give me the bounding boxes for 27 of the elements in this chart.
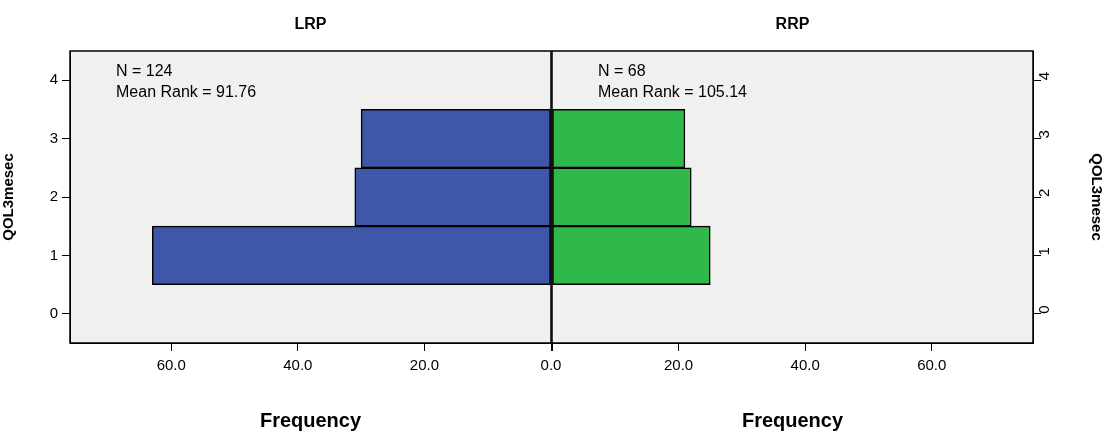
x-axis-title: Frequency [741,408,844,431]
y-tick-label: 3 [1035,130,1053,139]
x-tick-label: 20.0 [663,356,694,374]
annotation: Mean Rank = 105.14 [598,83,748,101]
y-axis-title: QOL3mesec [0,153,17,241]
y-tick-label: 0 [1035,305,1053,314]
y-tick-label: 1 [49,245,58,263]
annotation: N = 124 [116,62,173,80]
y-tick-label: 0 [49,303,58,321]
annotation: Mean Rank = 91.76 [116,83,257,101]
y-tick-label: 1 [1035,247,1053,256]
y-tick-label: 4 [49,70,58,88]
x-tick-label: 20.0 [409,356,440,374]
x-tick-label: 60.0 [917,356,947,374]
x-axis-title: Frequency [259,408,362,431]
y-tick-label: 3 [49,128,58,146]
annotation: N = 68 [598,62,646,80]
x-tick-label: 0.0 [540,356,562,374]
chart-title: RRP [775,15,810,33]
y-tick-label: 2 [1035,188,1053,197]
x-tick-label: 40.0 [283,356,313,374]
x-tick-label: 40.0 [790,356,820,374]
chart-title: LRP [294,15,327,33]
y-axis-title: QOL3mesec [1088,153,1105,241]
y-tick-label: 4 [1035,71,1053,81]
x-tick-label: 60.0 [156,356,186,374]
y-tick-label: 2 [49,187,58,205]
